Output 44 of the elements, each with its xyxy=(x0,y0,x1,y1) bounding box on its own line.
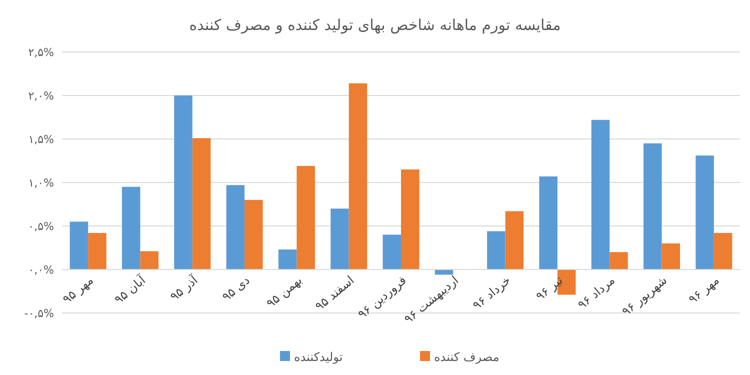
bar xyxy=(88,232,106,270)
bar xyxy=(244,200,263,270)
bar xyxy=(662,243,680,270)
bar xyxy=(505,211,524,270)
bar xyxy=(70,222,88,270)
bar xyxy=(714,232,732,270)
bar xyxy=(174,96,192,270)
bar xyxy=(610,252,628,270)
bar xyxy=(296,166,315,270)
bar xyxy=(140,251,158,270)
x-tick-label: اسفند ۹۵ xyxy=(312,273,357,314)
y-tick-label: -۰,۵% xyxy=(24,307,54,320)
y-tick-label: ۱,۵% xyxy=(28,133,54,146)
bar xyxy=(382,234,401,270)
y-tick-label: ۱,۰% xyxy=(28,176,54,190)
bar xyxy=(591,120,610,270)
x-tick-label: شهریور ۹۶ xyxy=(619,273,670,319)
bar xyxy=(401,169,420,270)
bar xyxy=(644,143,662,270)
legend-label: مصرف کننده xyxy=(434,350,500,364)
bar xyxy=(192,138,211,270)
x-tick-label: مهر ۹۵ xyxy=(60,273,96,306)
x-tick-label: مرداد ۹۶ xyxy=(575,273,618,312)
legend-label: تولیدکننده xyxy=(294,350,343,364)
x-tick-label: آبان ۹۵ xyxy=(111,272,149,307)
bar xyxy=(226,185,245,270)
bar xyxy=(539,176,558,270)
x-tick-label: بهمن ۹۵ xyxy=(264,273,305,311)
x-tick-label: مهر ۹۶ xyxy=(686,273,722,306)
bar xyxy=(348,83,368,270)
bar xyxy=(330,208,349,270)
bar xyxy=(122,186,140,270)
bar xyxy=(278,249,297,270)
y-tick-label: ۰,۵% xyxy=(28,220,54,233)
x-tick-label: تیر ۹۶ xyxy=(533,273,566,304)
bar xyxy=(696,156,714,270)
x-tick-label: خرداد ۹۶ xyxy=(470,273,514,313)
y-tick-label: ۲,۵% xyxy=(28,46,54,59)
x-tick-label: آذر ۹۵ xyxy=(166,272,201,304)
x-tick-label: دی ۹۵ xyxy=(219,273,252,304)
bar xyxy=(487,231,506,270)
y-tick-label: ۰,۰% xyxy=(28,264,54,276)
chart-title: مقایسه تورم ماهانه شاخص بهای تولید کننده و مصرف کننده xyxy=(189,16,561,34)
y-tick-label: ۲,۰% xyxy=(28,90,54,102)
